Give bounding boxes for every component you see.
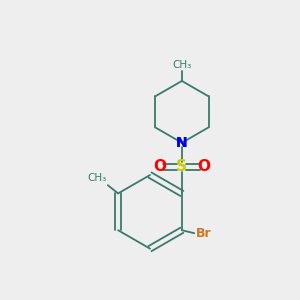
Text: CH₃: CH₃ xyxy=(87,173,106,183)
Text: O: O xyxy=(153,159,166,174)
Text: N: N xyxy=(176,136,188,150)
Text: O: O xyxy=(197,159,211,174)
Text: S: S xyxy=(176,159,188,174)
Text: N: N xyxy=(176,136,188,150)
Text: CH₃: CH₃ xyxy=(172,60,191,70)
Text: Br: Br xyxy=(196,227,212,240)
